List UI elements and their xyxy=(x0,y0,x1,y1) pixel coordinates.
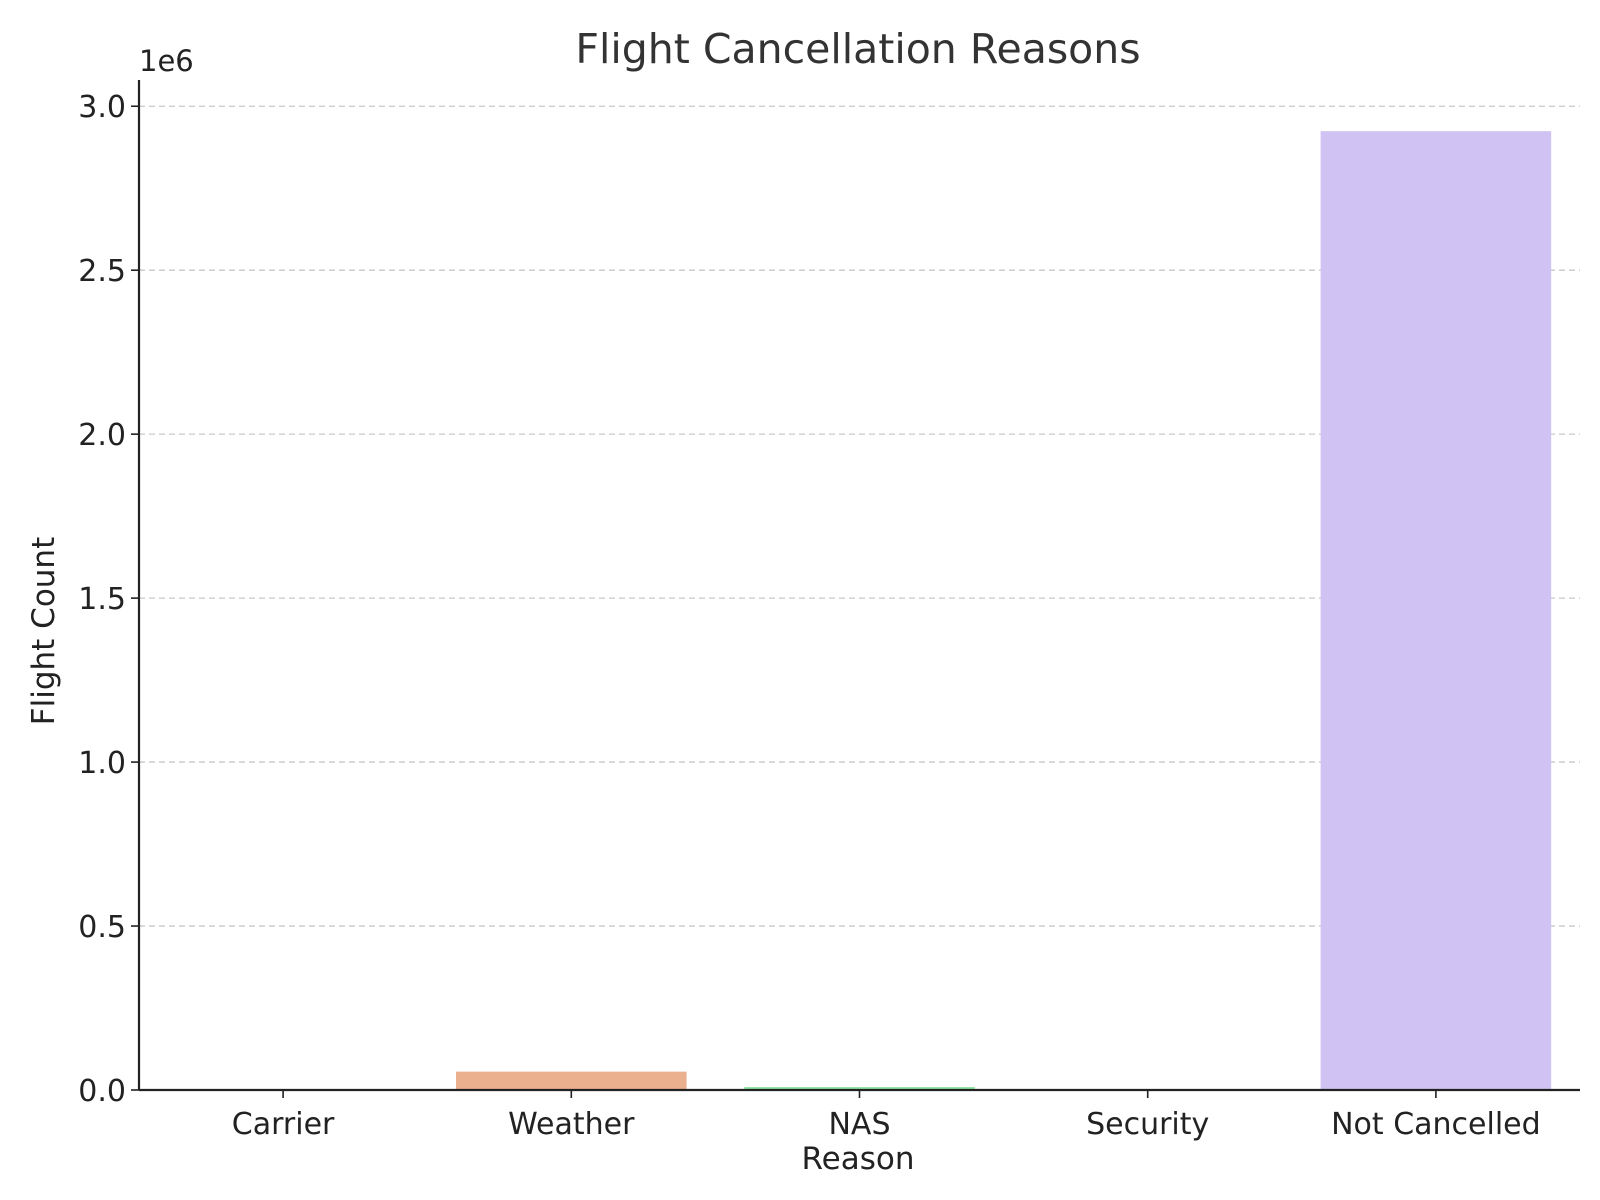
y-tick-label: 3.0 xyxy=(78,90,126,125)
chart-title: Flight Cancellation Reasons xyxy=(575,25,1140,73)
y-ticks: 0.0 0.5 1.0 1.5 2.0 2.5 3.0 xyxy=(78,90,139,1109)
y-tick-label: 0.0 xyxy=(78,1074,126,1109)
y-tick-label: 1.5 xyxy=(78,582,126,617)
x-tick-label: NAS xyxy=(828,1107,890,1142)
x-tick-label: Carrier xyxy=(232,1107,335,1142)
x-ticks: Carrier Weather NAS Security Not Cancelled xyxy=(232,1090,1541,1142)
bars xyxy=(456,131,1552,1091)
x-axis-label: Reason xyxy=(802,1141,915,1177)
y-tick-label: 2.0 xyxy=(78,418,126,453)
x-tick-label: Weather xyxy=(508,1107,635,1142)
y-axis-label: Flight Count xyxy=(26,537,62,725)
y-tick-label: 0.5 xyxy=(78,910,126,945)
x-tick-label: Not Cancelled xyxy=(1331,1107,1541,1142)
x-tick-label: Security xyxy=(1086,1107,1209,1142)
y-tick-label: 1.0 xyxy=(78,746,126,781)
bar-nas xyxy=(744,1087,975,1090)
bar-not-cancelled xyxy=(1320,131,1552,1091)
bar-weather xyxy=(456,1071,687,1090)
y-axis-offset-label: 1e6 xyxy=(139,44,194,78)
y-tick-label: 2.5 xyxy=(78,254,126,289)
